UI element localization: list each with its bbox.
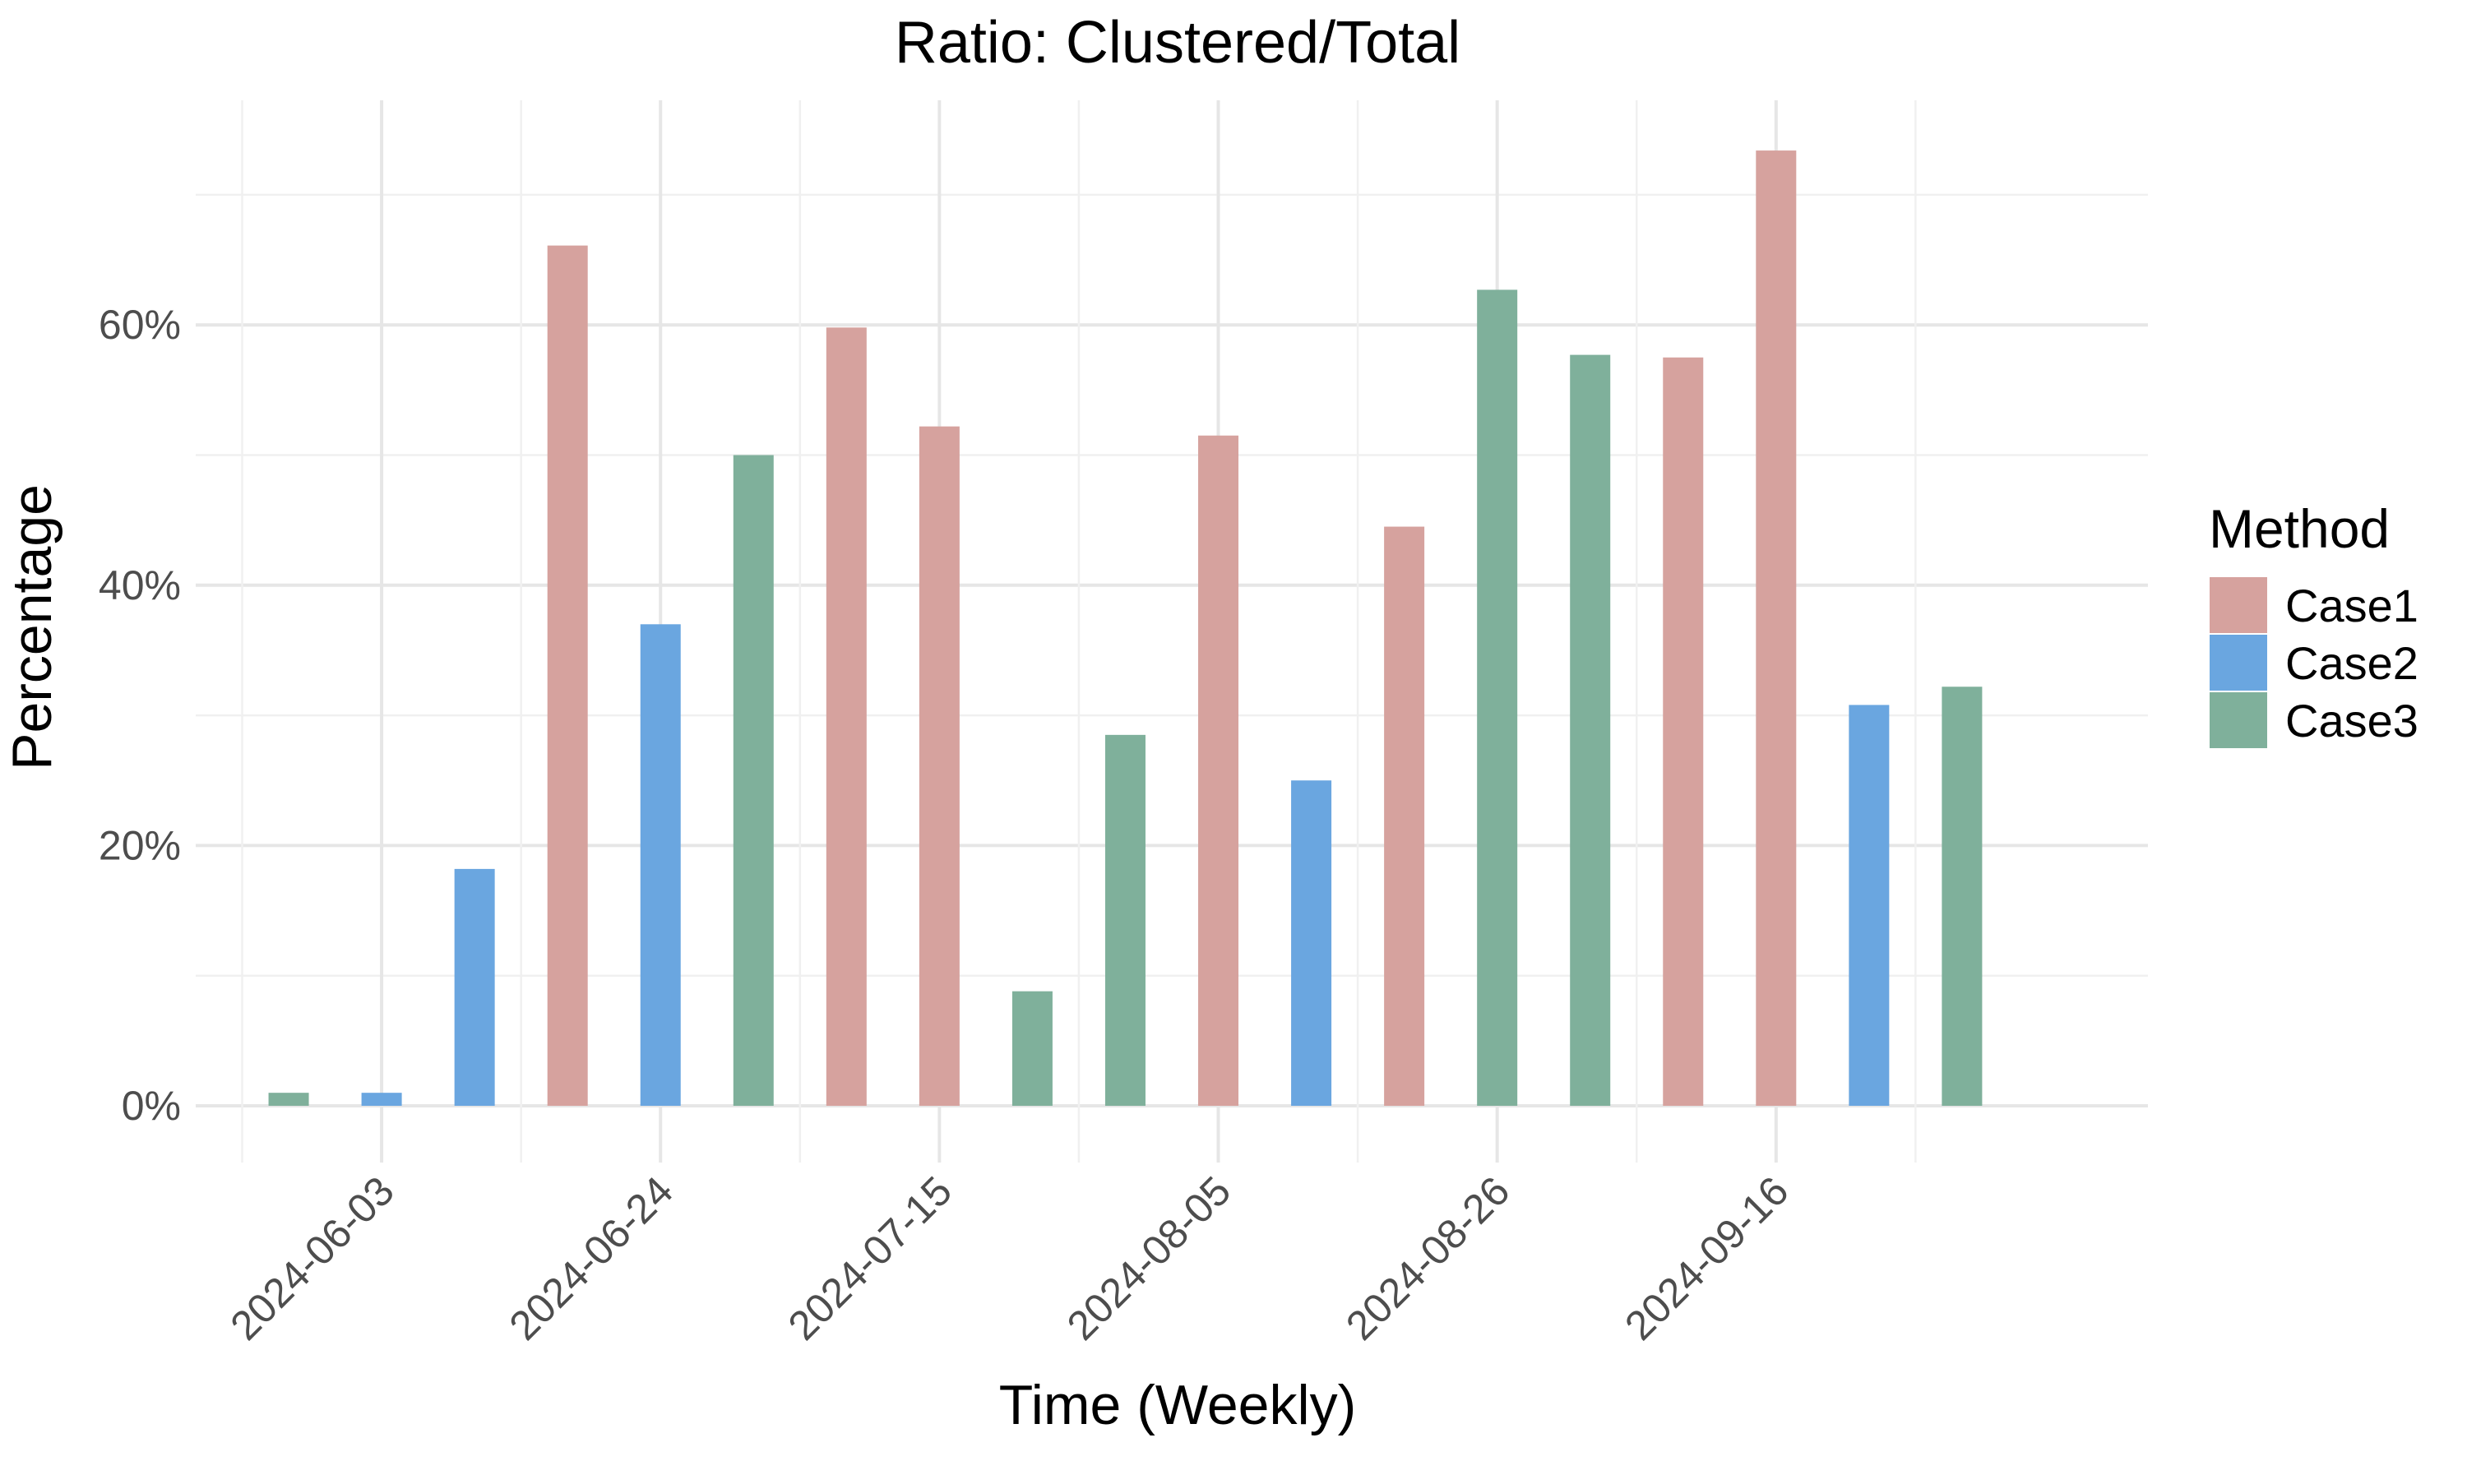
bar-case3-2024-07-01: [733, 455, 774, 1106]
legend-key-case1: [2210, 577, 2267, 633]
bar-case1-2024-09-09: [1663, 357, 1704, 1106]
x-axis-title: Time (Weekly): [999, 1374, 1356, 1436]
chart-title: Ratio: Clustered/Total: [895, 10, 1460, 76]
y-tick-label: 40%: [99, 562, 181, 608]
y-tick-label: 0%: [122, 1083, 181, 1129]
legend-label-case1: Case1: [2285, 580, 2418, 631]
bar-case1-2024-09-16: [1756, 150, 1797, 1106]
bar-case3-2024-09-02: [1570, 354, 1611, 1106]
bars: [268, 150, 1983, 1107]
legend-label-case2: Case2: [2285, 637, 2418, 689]
y-tick-label: 60%: [99, 302, 181, 348]
legend-label-case3: Case3: [2285, 695, 2418, 747]
y-tick-label: 20%: [99, 822, 181, 868]
bar-case1-2024-08-19: [1384, 526, 1425, 1106]
bar-case1-2024-08-05: [1198, 435, 1239, 1106]
bar-case3-2024-07-29: [1104, 734, 1146, 1106]
bar-case3-2024-09-30: [1942, 687, 1983, 1106]
legend-key-case2: [2210, 635, 2267, 691]
bar-case2-2024-06-03: [361, 1093, 402, 1106]
y-axis-title: Percentage: [1, 484, 63, 770]
bar-case1-2024-06-17: [547, 245, 588, 1107]
bar-case3-2024-05-27: [268, 1093, 309, 1106]
y-axis-ticks: 0% 20% 40% 60%: [99, 302, 181, 1129]
bar-case3-2024-08-26: [1477, 289, 1518, 1107]
bar-case1-2024-07-08: [826, 327, 867, 1107]
legend: Method Case1 Case2 Case3: [2209, 498, 2418, 748]
legend-title: Method: [2209, 498, 2390, 559]
legend-key-case3: [2210, 692, 2267, 748]
bar-case3-2024-07-22: [1011, 991, 1053, 1106]
bar-case2-2024-06-10: [454, 868, 495, 1106]
bar-case2-2024-09-23: [1849, 705, 1890, 1106]
bar-case2-2024-06-24: [640, 624, 681, 1106]
bar-case2-2024-08-12: [1291, 780, 1332, 1106]
bar-case1-2024-07-15: [919, 426, 960, 1106]
